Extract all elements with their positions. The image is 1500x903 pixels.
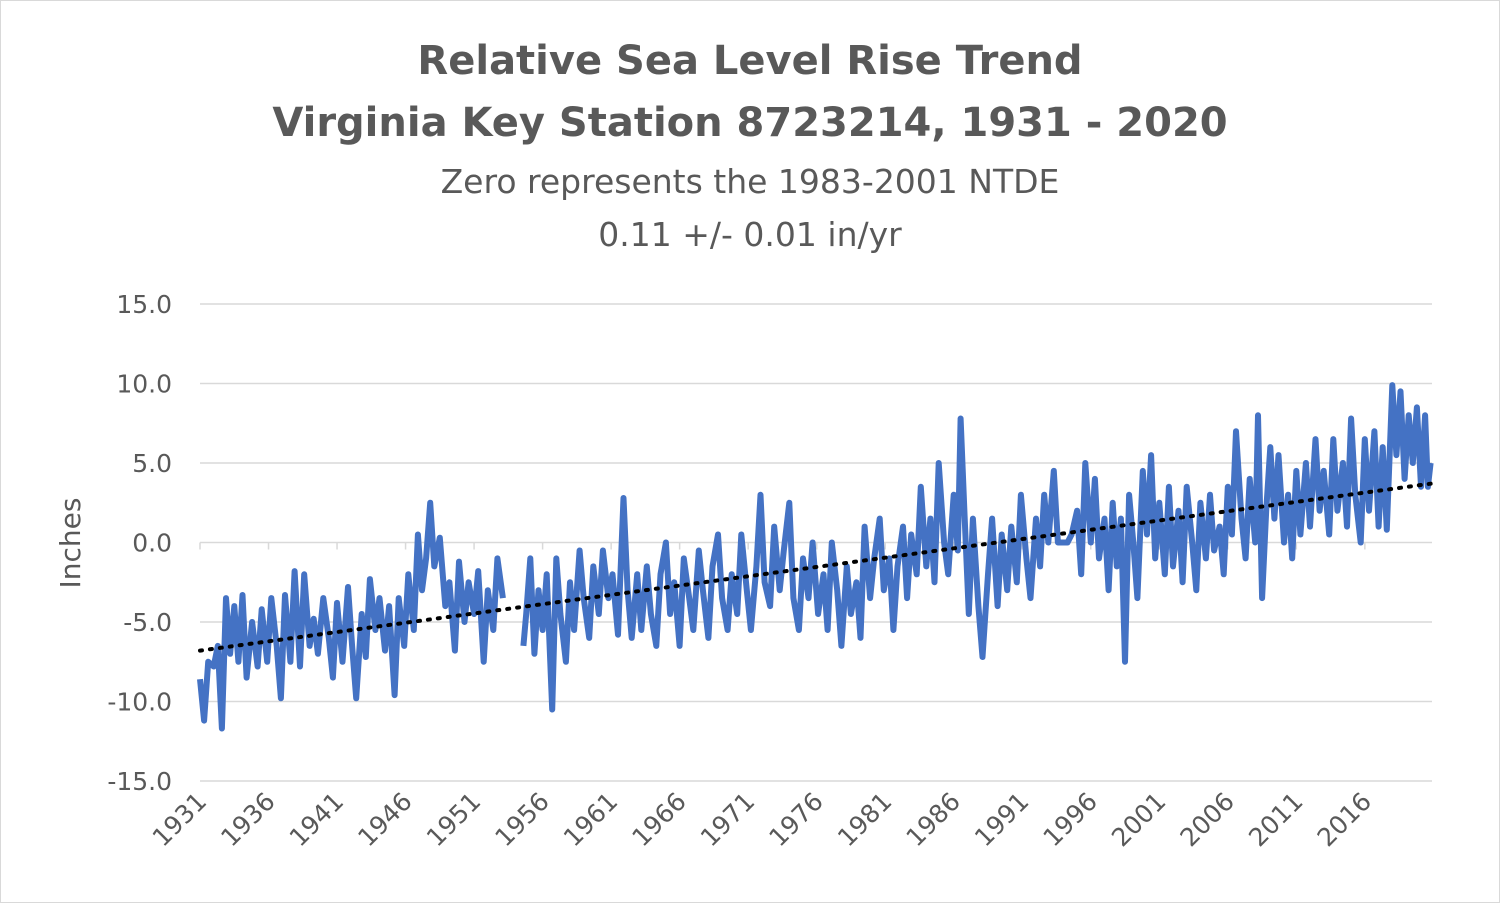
x-tick-label: 1971 bbox=[695, 787, 760, 852]
chart-subtitle: Zero represents the 1983-2001 NTDE bbox=[440, 162, 1060, 201]
chart-subtitle-line2: 0.11 +/- 0.01 in/yr bbox=[598, 215, 902, 254]
x-tick-label: 1951 bbox=[421, 787, 486, 852]
series-line-monthly-mean bbox=[520, 382, 1434, 713]
x-tick-label: 1941 bbox=[284, 787, 349, 852]
y-tick-label: 0.0 bbox=[132, 529, 172, 558]
y-axis-ticks: 15.0 10.0 5.0 0.0 -5.0 -10.0 -15.0 bbox=[107, 290, 172, 796]
y-tick-label: -5.0 bbox=[123, 608, 172, 637]
x-tick-label: 1981 bbox=[832, 787, 897, 852]
y-tick-label: -15.0 bbox=[107, 767, 172, 796]
chart-title: Relative Sea Level Rise Trend bbox=[417, 38, 1083, 84]
series-group bbox=[197, 382, 1434, 732]
x-tick-label: 2006 bbox=[1175, 787, 1240, 852]
x-tick-label: 1966 bbox=[626, 787, 691, 852]
x-tick-label: 1991 bbox=[969, 787, 1034, 852]
series-line-monthly-mean bbox=[197, 499, 506, 732]
y-tick-label: 15.0 bbox=[116, 290, 172, 319]
x-tick-label: 1931 bbox=[147, 787, 212, 852]
x-tick-label: 1956 bbox=[489, 787, 554, 852]
x-tick-label: 2016 bbox=[1312, 787, 1377, 852]
y-tick-label: 10.0 bbox=[116, 370, 172, 399]
y-axis-label: Inches bbox=[54, 498, 87, 589]
chart-title-line2: Virginia Key Station 8723214, 1931 - 202… bbox=[272, 100, 1228, 146]
x-tick-label: 1996 bbox=[1038, 787, 1103, 852]
x-tick-label: 1936 bbox=[215, 787, 280, 852]
x-tick-label: 1986 bbox=[900, 787, 965, 852]
x-tick-label: 2001 bbox=[1106, 787, 1171, 852]
y-tick-label: -10.0 bbox=[107, 688, 172, 717]
x-tick-label: 1961 bbox=[558, 787, 623, 852]
y-tick-label: 5.0 bbox=[132, 449, 172, 478]
x-tick-label: 1976 bbox=[763, 787, 828, 852]
x-tick-label: 1946 bbox=[352, 787, 417, 852]
x-axis-ticks: 1931 1936 1941 1946 1951 1956 1961 1966 1971 1976… bbox=[147, 787, 1377, 852]
trend-line bbox=[198, 481, 1433, 653]
x-tick-label: 2011 bbox=[1243, 787, 1308, 852]
